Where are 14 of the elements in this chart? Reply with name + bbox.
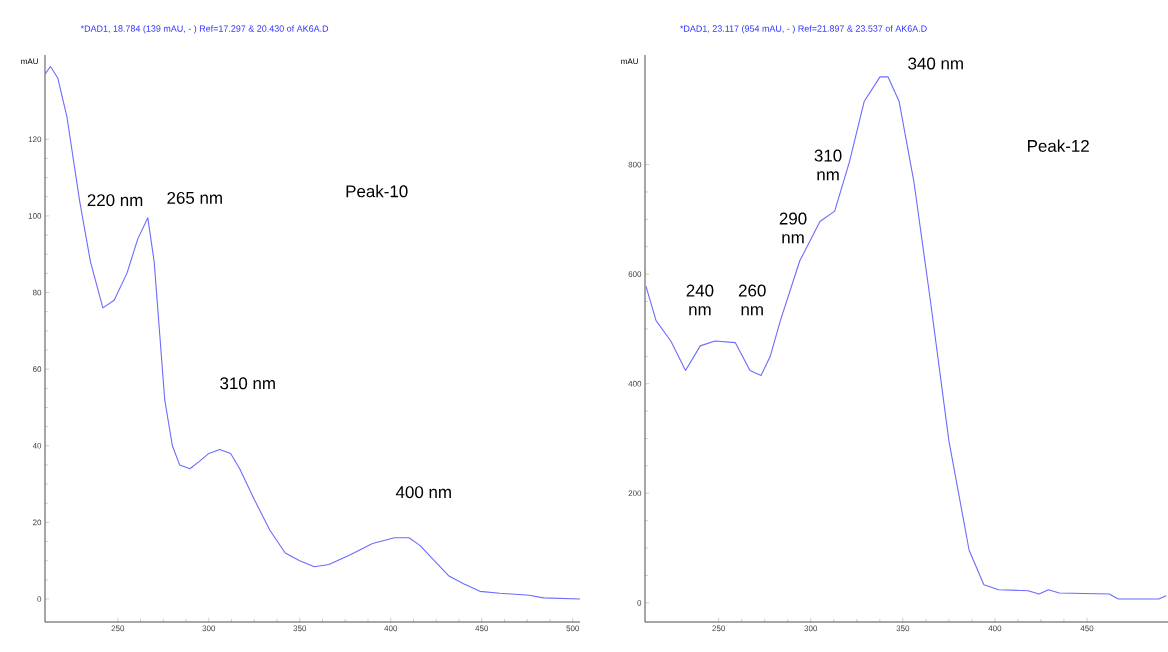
- annotation: 310 nm: [220, 377, 275, 390]
- chart-title: *DAD1, 23.117 (954 mAU, - ) Ref=21.897 & 23.537 of AK6A.D: [680, 25, 927, 34]
- line-series: [645, 76, 1167, 600]
- annotation: 260 nm: [738, 284, 766, 316]
- annotation: Peak-10: [346, 184, 408, 198]
- chart-title: *DAD1, 18.784 (139 mAU, - ) Ref=17.297 & 20.430 of AK6A.D: [80, 25, 329, 34]
- annotation: 400 nm: [395, 486, 451, 499]
- annotation: 340 nm: [908, 57, 963, 70]
- annotation: 240 nm: [686, 284, 714, 316]
- annotation: 220 nm: [87, 194, 143, 207]
- annotation: 310 nm: [814, 149, 842, 181]
- annotation: Peak-12: [1028, 139, 1089, 152]
- annotation: 290 nm: [779, 212, 807, 244]
- annotation: 265 nm: [167, 191, 222, 204]
